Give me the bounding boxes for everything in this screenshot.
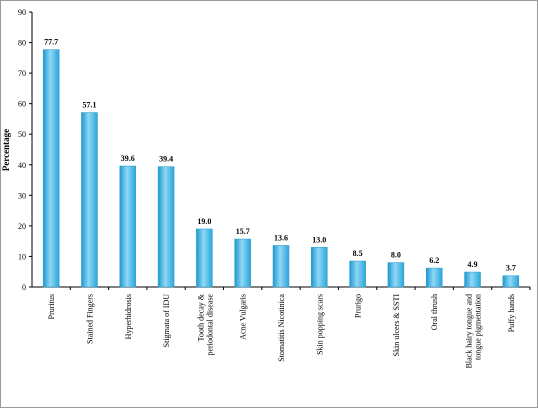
x-tick-label: Stained Fingers <box>85 294 94 344</box>
y-tick-label: 50 <box>18 130 26 139</box>
x-tick-label: Skin ulcers & SSTI <box>392 294 401 357</box>
y-tick-label: 30 <box>18 191 26 200</box>
value-label: 3.7 <box>506 264 516 273</box>
value-label: 4.9 <box>468 260 478 269</box>
x-tick-label: Stigmata of IDU <box>162 294 171 348</box>
value-label: 8.5 <box>353 249 363 258</box>
bar <box>464 271 481 288</box>
bar <box>157 166 175 288</box>
y-axis-label: Percentage <box>1 129 11 171</box>
y-tick-label: 40 <box>18 161 26 170</box>
value-label: 15.7 <box>236 227 250 236</box>
x-tick-label: Puffy hands <box>507 294 516 332</box>
value-label: 13.0 <box>312 235 326 244</box>
x-tick-label: Oral thrush <box>430 294 439 330</box>
y-tick-label: 80 <box>18 39 26 48</box>
x-tick-label: Hyperhidrosis <box>124 294 133 339</box>
bar <box>81 112 98 288</box>
value-label: 13.6 <box>274 233 288 242</box>
bar <box>196 228 213 288</box>
y-tick-label: 10 <box>18 252 26 261</box>
x-tick-label: Acne Vulgaris <box>239 294 248 340</box>
x-tick-label: Prurigo <box>354 294 363 318</box>
bar <box>119 165 137 288</box>
y-tick-label: 0 <box>22 283 26 292</box>
value-label: 39.4 <box>159 155 173 164</box>
bar <box>272 245 290 288</box>
value-label: 6.2 <box>429 256 439 265</box>
value-label: 8.0 <box>391 251 401 260</box>
y-tick-label: 70 <box>18 69 26 78</box>
bar <box>387 262 405 288</box>
value-label: 77.7 <box>44 38 58 47</box>
value-label: 57.1 <box>82 101 96 110</box>
x-tick-label: Tooth decay &periodontal disease <box>196 293 214 355</box>
y-tick-label: 60 <box>18 100 26 109</box>
x-tick-label: Skin popping scars <box>315 294 324 355</box>
y-tick-label: 90 <box>18 8 26 17</box>
x-tick-label: Pruritus <box>47 294 56 319</box>
x-tick-label: Stomatitis Nicotinica <box>277 294 286 362</box>
bar <box>42 49 60 288</box>
bar <box>349 260 366 288</box>
bar <box>502 275 520 288</box>
bar <box>425 267 443 288</box>
bar <box>311 247 328 288</box>
bar <box>234 238 251 288</box>
value-label: 39.6 <box>121 154 135 163</box>
value-label: 19.0 <box>197 217 211 226</box>
y-tick-label: 20 <box>18 222 26 231</box>
x-tick-label: Black hairy tongue andtongue pigmentatio… <box>465 294 483 368</box>
